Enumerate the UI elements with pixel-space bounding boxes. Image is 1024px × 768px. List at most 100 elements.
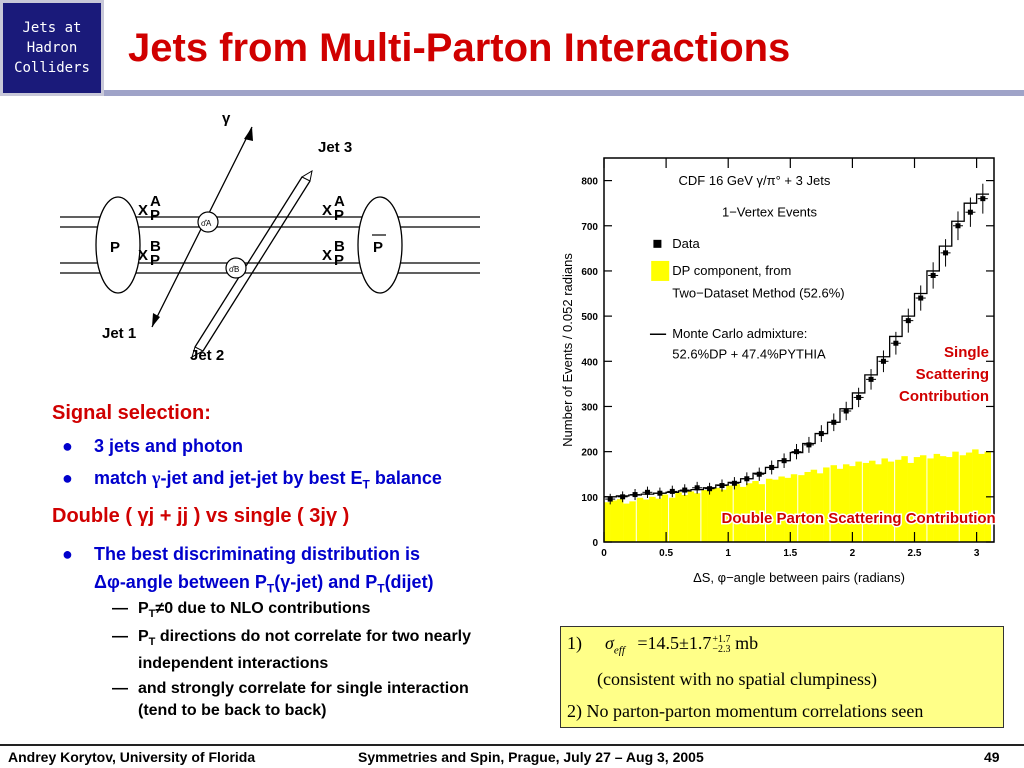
xb-left-label: X xyxy=(138,247,148,264)
dp-bar xyxy=(887,461,895,542)
x-tick-label: 1 xyxy=(725,548,731,559)
data-point xyxy=(607,496,613,502)
data-point xyxy=(731,480,737,486)
data-point xyxy=(955,223,961,229)
dp-bar xyxy=(707,488,715,542)
y-tick-label: 0 xyxy=(592,538,598,549)
chart-title: CDF 16 GeV γ/π° + 3 Jets xyxy=(679,173,831,188)
dp-bar xyxy=(836,468,844,542)
dp-bar xyxy=(901,456,908,542)
dp-bar xyxy=(739,486,747,542)
dp-bar xyxy=(946,457,953,542)
jet1-arrowhead xyxy=(152,313,160,327)
bullet-match-text: match γ-jet and jet-jet by best ET balan… xyxy=(94,468,442,492)
jet1-label: Jet 1 xyxy=(102,325,136,342)
chart-subtitle: 1−Vertex Events xyxy=(722,205,818,220)
xb-left-sub: P xyxy=(150,252,160,269)
data-point xyxy=(980,196,986,202)
dp-bar xyxy=(939,456,947,542)
bullet-3jets-text: 3 jets and photon xyxy=(94,436,244,456)
results-box: 1) σeff =14.5±1.7 +1.7 −2.3 mb (consistent… xyxy=(560,626,1004,728)
proton-left xyxy=(95,196,141,294)
y-tick-label: 500 xyxy=(581,312,598,323)
dp-bar xyxy=(849,466,856,542)
legend-dp-label-1: DP component, from xyxy=(672,263,791,278)
dp-bar xyxy=(720,489,727,542)
dash-mark: — xyxy=(112,628,128,645)
data-point xyxy=(781,458,787,464)
data-point xyxy=(632,492,638,498)
footer: Andrey Korytov, University of Florida Sy… xyxy=(0,744,1024,768)
header-bar xyxy=(104,0,1024,96)
vertex-b-label: σ̂B xyxy=(229,265,239,274)
y-tick-label: 700 xyxy=(581,222,598,233)
dp-bar xyxy=(669,497,676,542)
data-point xyxy=(769,464,775,470)
dp-bar xyxy=(687,491,695,542)
bullet-discriminating-line2: Δφ-angle between PT(γ-jet) and PT(dijet) xyxy=(94,572,434,596)
dp-bar xyxy=(758,484,765,542)
dp-bar xyxy=(636,497,644,542)
data-point xyxy=(806,442,812,448)
jet-line-1 xyxy=(194,176,303,348)
footer-page-number: 49 xyxy=(984,749,1000,765)
dp-bar xyxy=(675,492,682,542)
y-tick-label: 300 xyxy=(581,402,598,413)
dash-mark: — xyxy=(112,600,128,617)
data-point xyxy=(905,318,911,324)
feynman-diagram: P P X A P X B P X A P X B P σ̂A σ̂B γ Je… xyxy=(60,110,480,364)
dp-bar xyxy=(881,458,888,542)
y-axis-label: Number of Events / 0.052 radians xyxy=(560,253,575,447)
dp-bar xyxy=(913,457,921,542)
dp-bar xyxy=(804,471,811,542)
dp-bar xyxy=(972,449,979,542)
legend-mc-label-1: Monte Carlo admixture: xyxy=(672,326,807,341)
proton-left-label: P xyxy=(110,239,120,256)
data-point xyxy=(818,431,824,437)
dp-bar xyxy=(816,473,824,542)
xa-right-sub: P xyxy=(334,207,344,224)
signal-selection-heading: Signal selection: xyxy=(52,402,211,424)
dp-bar xyxy=(907,462,915,542)
dp-bar xyxy=(895,459,902,542)
data-point xyxy=(620,494,626,500)
data-point xyxy=(880,358,886,364)
jet-line-2 xyxy=(202,180,311,352)
data-point xyxy=(831,419,837,425)
dp-bar xyxy=(701,490,708,542)
data-point xyxy=(694,485,700,491)
dp-bar xyxy=(959,455,967,542)
data-point xyxy=(893,340,899,346)
dp-bar xyxy=(784,477,792,542)
x-tick-label: 0 xyxy=(601,548,607,559)
dp-bar xyxy=(693,493,701,542)
dash-item-correlate-text: and strongly correlate for single intera… xyxy=(138,680,469,719)
jet3-label: Jet 3 xyxy=(318,139,352,156)
logo: Jets at Hadron Colliders xyxy=(0,0,104,96)
dp-bar xyxy=(778,476,785,542)
footer-conference: Symmetries and Spin, Prague, July 27 – A… xyxy=(358,749,704,765)
page-title: Jets from Multi-Parton Interactions xyxy=(128,26,791,70)
dp-bar xyxy=(790,474,798,542)
dp-bar xyxy=(604,502,611,542)
data-point xyxy=(794,449,800,455)
dp-bar xyxy=(978,453,985,542)
y-tick-label: 400 xyxy=(581,357,598,368)
x-tick-label: 3 xyxy=(974,548,980,559)
data-point xyxy=(943,250,949,256)
dash-item-directions: — PT directions do not correlate for two… xyxy=(112,626,512,675)
dp-bar xyxy=(842,464,850,542)
data-point xyxy=(669,488,675,494)
result-2: 2) No parton-parton momentum correlation… xyxy=(567,701,924,721)
data-point xyxy=(682,487,688,493)
data-point xyxy=(657,490,663,496)
double-vs-single-heading: Double ( γj + jj ) vs single ( 3jγ ) xyxy=(52,505,350,527)
jet2-label: Jet 2 xyxy=(190,347,224,364)
single-scattering-annotation: Contribution xyxy=(899,388,989,405)
dp-bar xyxy=(681,495,688,542)
x-axis-label: ΔS, φ−angle between pairs (radians) xyxy=(693,570,905,585)
x-tick-label: 0.5 xyxy=(659,548,673,559)
xb-right-label: X xyxy=(322,247,332,264)
y-tick-label: 200 xyxy=(581,448,598,459)
dp-bar xyxy=(733,484,741,542)
